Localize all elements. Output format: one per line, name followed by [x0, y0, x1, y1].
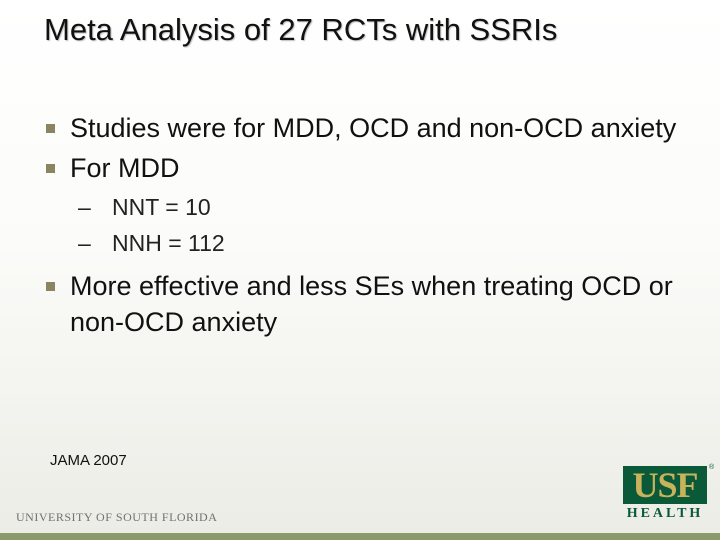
sub-bullet-text: NNH = 112: [112, 230, 225, 256]
sub-bullet-item: – NNT = 10: [78, 192, 704, 222]
bullet-item: Studies were for MDD, OCD and non-OCD an…: [44, 110, 704, 146]
dash-icon: –: [78, 194, 91, 220]
registered-mark: ®: [709, 464, 715, 471]
logo-usf-text: USF: [632, 465, 698, 505]
square-bullet-icon: [46, 124, 55, 133]
sub-bullet-item: – NNH = 112: [78, 228, 704, 258]
bullet-text: Studies were for MDD, OCD and non-OCD an…: [70, 113, 677, 143]
usf-health-logo: USF ® HEALTH: [623, 464, 714, 522]
bullet-list: Studies were for MDD, OCD and non-OCD an…: [44, 110, 704, 340]
university-wordmark: UNIVERSITY OF SOUTH FLORIDA: [16, 510, 218, 524]
logo-background: [623, 466, 707, 504]
dash-icon: –: [78, 230, 91, 256]
footer-bar: [0, 533, 720, 540]
bullet-text: More effective and less SEs when treatin…: [70, 271, 673, 337]
square-bullet-icon: [46, 282, 55, 291]
bullet-item: For MDD: [44, 150, 704, 186]
logo-health-text: HEALTH: [626, 506, 704, 521]
sub-bullet-text: NNT = 10: [112, 194, 211, 220]
bullet-item: More effective and less SEs when treatin…: [44, 268, 704, 340]
square-bullet-icon: [46, 164, 55, 173]
bullet-text: For MDD: [70, 153, 180, 183]
reference-citation: JAMA 2007: [50, 452, 127, 469]
slide-title: Meta Analysis of 27 RCTs with SSRIs: [44, 12, 558, 47]
